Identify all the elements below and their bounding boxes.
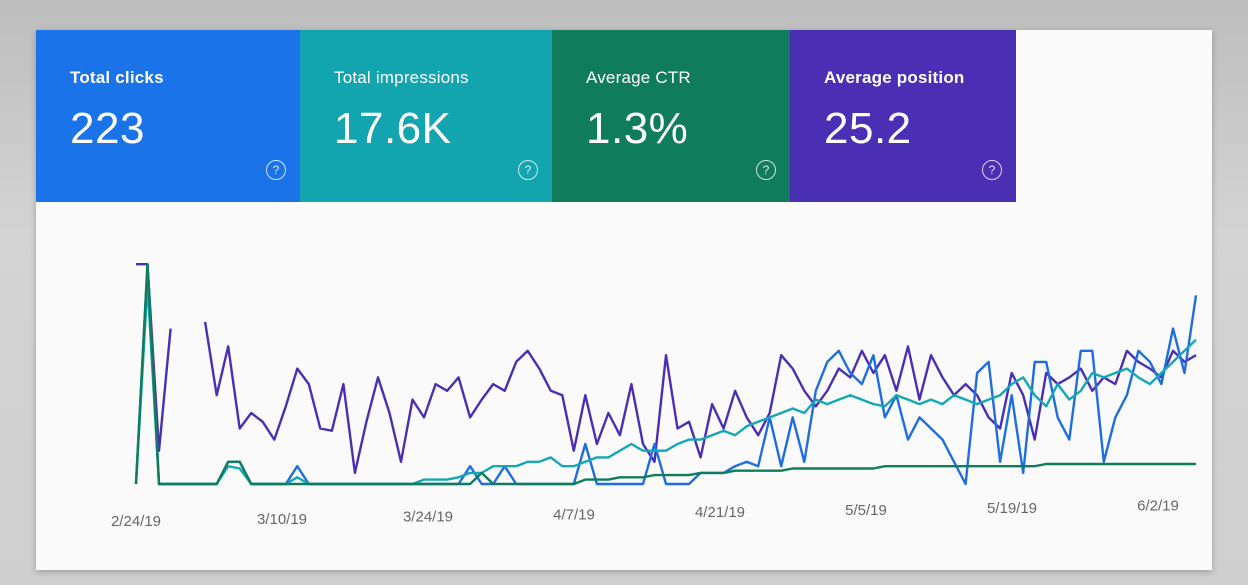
total-impressions-value: 17.6K bbox=[334, 104, 452, 153]
average-ctr-label: Average CTR bbox=[586, 68, 691, 87]
performance-chart: 2/24/19 3/10/19 3/24/19 4/7/19 4/21/19 5/5/19… bbox=[111, 263, 1198, 530]
x-tick-label: 3/24/19 bbox=[403, 509, 453, 526]
x-tick-label: 4/21/19 bbox=[695, 504, 745, 521]
average-position-label: Average position bbox=[824, 68, 965, 87]
total-clicks-value: 223 bbox=[70, 104, 145, 153]
help-icon[interactable]: ? bbox=[518, 160, 538, 180]
x-tick-label: 3/10/19 bbox=[257, 511, 307, 528]
help-icon[interactable]: ? bbox=[982, 160, 1002, 180]
total-clicks-card[interactable]: Total clicks 223 ? bbox=[36, 30, 300, 202]
average-ctr-value: 1.3% bbox=[586, 104, 689, 153]
average-ctr-card[interactable]: Average CTR 1.3% ? bbox=[552, 30, 790, 202]
series-line-2 bbox=[134, 283, 1197, 486]
series-line-0 bbox=[136, 263, 1197, 475]
x-tick-label: 2/24/19 bbox=[111, 513, 161, 530]
total-clicks-label: Total clicks bbox=[70, 68, 164, 87]
help-icon[interactable]: ? bbox=[266, 160, 286, 180]
performance-panel: Total clicks 223 ? Total impressions 17.… bbox=[36, 30, 1212, 570]
x-tick-label: 6/2/19 bbox=[1137, 498, 1179, 515]
metric-cards: Total clicks 223 ? Total impressions 17.… bbox=[36, 30, 1016, 202]
total-impressions-card[interactable]: Total impressions 17.6K ? bbox=[300, 30, 552, 202]
x-tick-label: 5/19/19 bbox=[987, 500, 1037, 517]
help-icon[interactable]: ? bbox=[756, 160, 776, 180]
x-tick-label: 5/5/19 bbox=[845, 502, 887, 519]
x-tick-label: 4/7/19 bbox=[553, 506, 595, 523]
series-line-3 bbox=[134, 263, 1196, 486]
average-position-value: 25.2 bbox=[824, 104, 912, 153]
total-impressions-label: Total impressions bbox=[334, 68, 469, 87]
average-position-card[interactable]: Average position 25.2 ? bbox=[790, 30, 1016, 202]
